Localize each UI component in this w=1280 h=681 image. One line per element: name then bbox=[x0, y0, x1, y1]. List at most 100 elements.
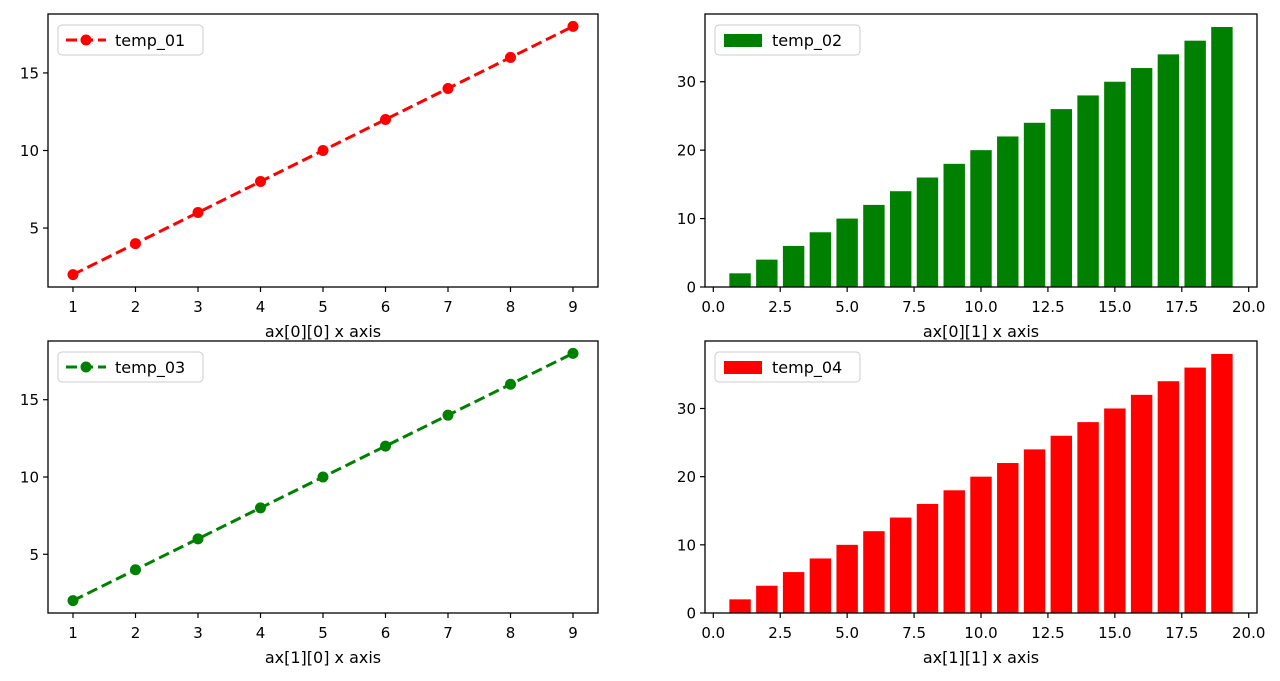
subplot-ax11: 0.0 2.5 5.0 7.5 10.0 12.5 15.0 17.5 20.0 0 10 20 30 a… bbox=[677, 340, 1265, 667]
x-axis-label: ax[0][1] x axis bbox=[923, 322, 1039, 341]
bar-ax11-12 bbox=[1023, 449, 1046, 613]
point-ax00-6 bbox=[380, 113, 391, 125]
bar-ax01-11 bbox=[997, 136, 1019, 287]
x-tick-label: 10.0 bbox=[964, 624, 997, 642]
x-tick-label: 5 bbox=[318, 298, 328, 316]
x-tick-label: 0.0 bbox=[701, 298, 725, 316]
y-tick-label: 10 bbox=[20, 142, 39, 160]
bar-ax01-13 bbox=[1050, 109, 1073, 288]
bar-ax11-13 bbox=[1050, 435, 1073, 613]
legend-swatch bbox=[724, 361, 762, 374]
legend-box bbox=[714, 24, 861, 56]
legend-marker bbox=[80, 34, 92, 46]
subplot-ax01: 0.0 2.5 5.0 7.5 10.0 12.5 15.0 17.5 20.0 0 10 20 30 a… bbox=[677, 13, 1265, 341]
x-tick-label: 3 bbox=[193, 624, 203, 642]
bar-ax01-4 bbox=[809, 232, 832, 287]
bar-ax11-4 bbox=[809, 558, 832, 613]
bar-ax01-18 bbox=[1184, 40, 1206, 288]
y-tick-label: 0 bbox=[686, 605, 696, 623]
bar-ax01-3 bbox=[782, 245, 805, 287]
x-tick-label: 2 bbox=[131, 624, 141, 642]
x-tick-label: 8 bbox=[506, 624, 516, 642]
bar-ax11-6 bbox=[863, 531, 885, 613]
x-tick-label: 5.0 bbox=[835, 624, 859, 642]
point-ax00-2 bbox=[130, 238, 141, 250]
point-ax10-6 bbox=[380, 440, 391, 452]
subplot-ax00: 1 2 3 4 5 6 7 8 9 5 10 15 ax[0][0] x axis temp_01 bbox=[20, 13, 599, 341]
bar-ax11-7 bbox=[889, 517, 912, 613]
legend-box bbox=[57, 351, 204, 383]
x-tick-label: 4 bbox=[256, 298, 266, 316]
legend-marker bbox=[80, 361, 92, 373]
point-ax10-9 bbox=[567, 347, 579, 359]
point-ax10-7 bbox=[442, 409, 454, 421]
x-tick-label: 17.5 bbox=[1165, 624, 1198, 642]
bar-ax01-7 bbox=[889, 191, 912, 287]
point-ax10-3 bbox=[192, 533, 204, 545]
bar-ax01-6 bbox=[863, 204, 885, 287]
x-tick-label: 10.0 bbox=[964, 298, 997, 316]
point-ax10-1 bbox=[67, 595, 79, 607]
point-ax10-4 bbox=[255, 502, 266, 514]
x-tick-label: 8 bbox=[506, 298, 516, 316]
y-tick-label: 15 bbox=[20, 64, 39, 82]
point-ax00-9 bbox=[567, 20, 579, 32]
x-tick-label: 7.5 bbox=[902, 624, 926, 642]
bar-ax01-1 bbox=[729, 273, 751, 287]
bar-ax01-14 bbox=[1077, 95, 1099, 287]
x-tick-label: 1 bbox=[68, 298, 78, 316]
x-tick-label: 20.0 bbox=[1232, 298, 1265, 316]
x-tick-label: 5 bbox=[318, 624, 328, 642]
bar-ax01-19 bbox=[1211, 27, 1233, 287]
bar-ax11-1 bbox=[729, 599, 751, 613]
x-tick-label: 3 bbox=[193, 298, 203, 316]
bar-ax01-10 bbox=[970, 150, 992, 287]
y-tick-label: 30 bbox=[677, 73, 696, 91]
x-tick-label: 2.5 bbox=[768, 624, 792, 642]
legend-label: temp_02 bbox=[772, 31, 842, 51]
x-tick-label: 9 bbox=[568, 624, 578, 642]
x-tick-label: 0.0 bbox=[701, 624, 725, 642]
y-tick-label: 5 bbox=[29, 220, 39, 238]
x-tick-label: 1 bbox=[68, 624, 78, 642]
point-ax00-1 bbox=[67, 269, 79, 281]
x-tick-label: 7 bbox=[443, 624, 453, 642]
bar-ax01-12 bbox=[1023, 122, 1046, 287]
x-tick-label: 9 bbox=[568, 298, 578, 316]
bar-ax01-2 bbox=[756, 259, 778, 287]
y-tick-label: 10 bbox=[677, 210, 696, 228]
bar-ax11-2 bbox=[756, 585, 778, 613]
bar-ax01-9 bbox=[943, 163, 965, 287]
bar-ax11-15 bbox=[1104, 408, 1126, 613]
x-axis-label: ax[1][0] x axis bbox=[265, 648, 381, 667]
bar-ax11-3 bbox=[782, 572, 805, 613]
x-tick-label: 2.5 bbox=[768, 298, 792, 316]
y-tick-label: 30 bbox=[677, 400, 696, 418]
bar-ax11-8 bbox=[916, 503, 939, 613]
bar-ax01-15 bbox=[1104, 81, 1126, 287]
y-tick-label: 10 bbox=[20, 469, 39, 487]
point-ax00-5 bbox=[317, 145, 329, 156]
point-ax10-2 bbox=[130, 564, 141, 576]
legend-box bbox=[57, 24, 204, 56]
bar-ax01-8 bbox=[916, 177, 939, 287]
x-tick-label: 5.0 bbox=[835, 298, 859, 316]
point-ax10-5 bbox=[317, 471, 329, 483]
bar-ax01-17 bbox=[1157, 54, 1180, 287]
bar-ax11-5 bbox=[836, 544, 858, 613]
bar-ax11-14 bbox=[1077, 422, 1099, 613]
y-tick-label: 5 bbox=[29, 546, 39, 564]
x-tick-label: 4 bbox=[256, 624, 266, 642]
x-tick-label: 6 bbox=[381, 298, 391, 316]
x-tick-label: 7 bbox=[443, 298, 453, 316]
x-tick-label: 15.0 bbox=[1098, 298, 1131, 316]
x-tick-label: 12.5 bbox=[1031, 624, 1064, 642]
x-tick-label: 6 bbox=[381, 624, 391, 642]
x-tick-label: 7.5 bbox=[902, 298, 926, 316]
x-tick-label: 20.0 bbox=[1232, 624, 1265, 642]
bar-ax11-17 bbox=[1157, 381, 1180, 613]
legend-label: temp_01 bbox=[115, 31, 185, 51]
x-axis-label: ax[1][1] x axis bbox=[923, 648, 1039, 667]
y-tick-label: 0 bbox=[686, 279, 696, 297]
